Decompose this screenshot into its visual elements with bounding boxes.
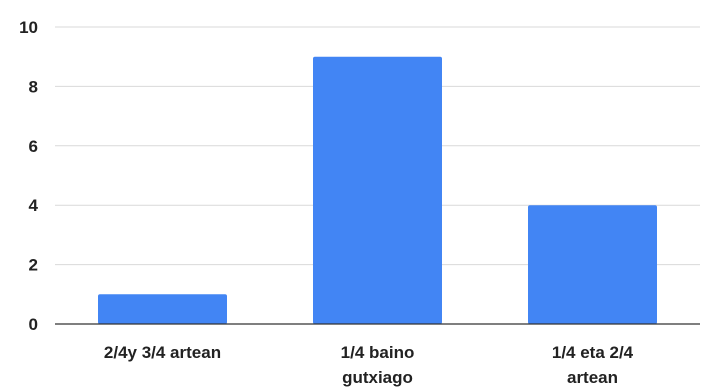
- x-category-label: 1/4 eta 2/4: [552, 343, 634, 362]
- y-tick-labels: 0 2 4 6 8 10: [19, 18, 38, 334]
- x-category-label: 2/4y 3/4 artean: [104, 343, 221, 362]
- x-category-label: 1/4 baino: [341, 343, 415, 362]
- x-category-label: artean: [567, 368, 618, 387]
- y-tick-label: 6: [29, 137, 38, 156]
- bar-0: [98, 294, 227, 324]
- y-tick-label: 4: [29, 196, 39, 215]
- y-tick-label: 2: [29, 256, 38, 275]
- bar-1: [313, 56, 442, 324]
- y-tick-label: 10: [19, 18, 38, 37]
- bars: [98, 56, 657, 324]
- x-category-labels: 2/4y 3/4 artean 1/4 baino gutxiago 1/4 eta …: [104, 343, 634, 387]
- y-tick-label: 8: [29, 77, 38, 96]
- x-category-label: gutxiago: [342, 368, 413, 387]
- bar-2: [528, 205, 657, 324]
- y-tick-label: 0: [29, 315, 38, 334]
